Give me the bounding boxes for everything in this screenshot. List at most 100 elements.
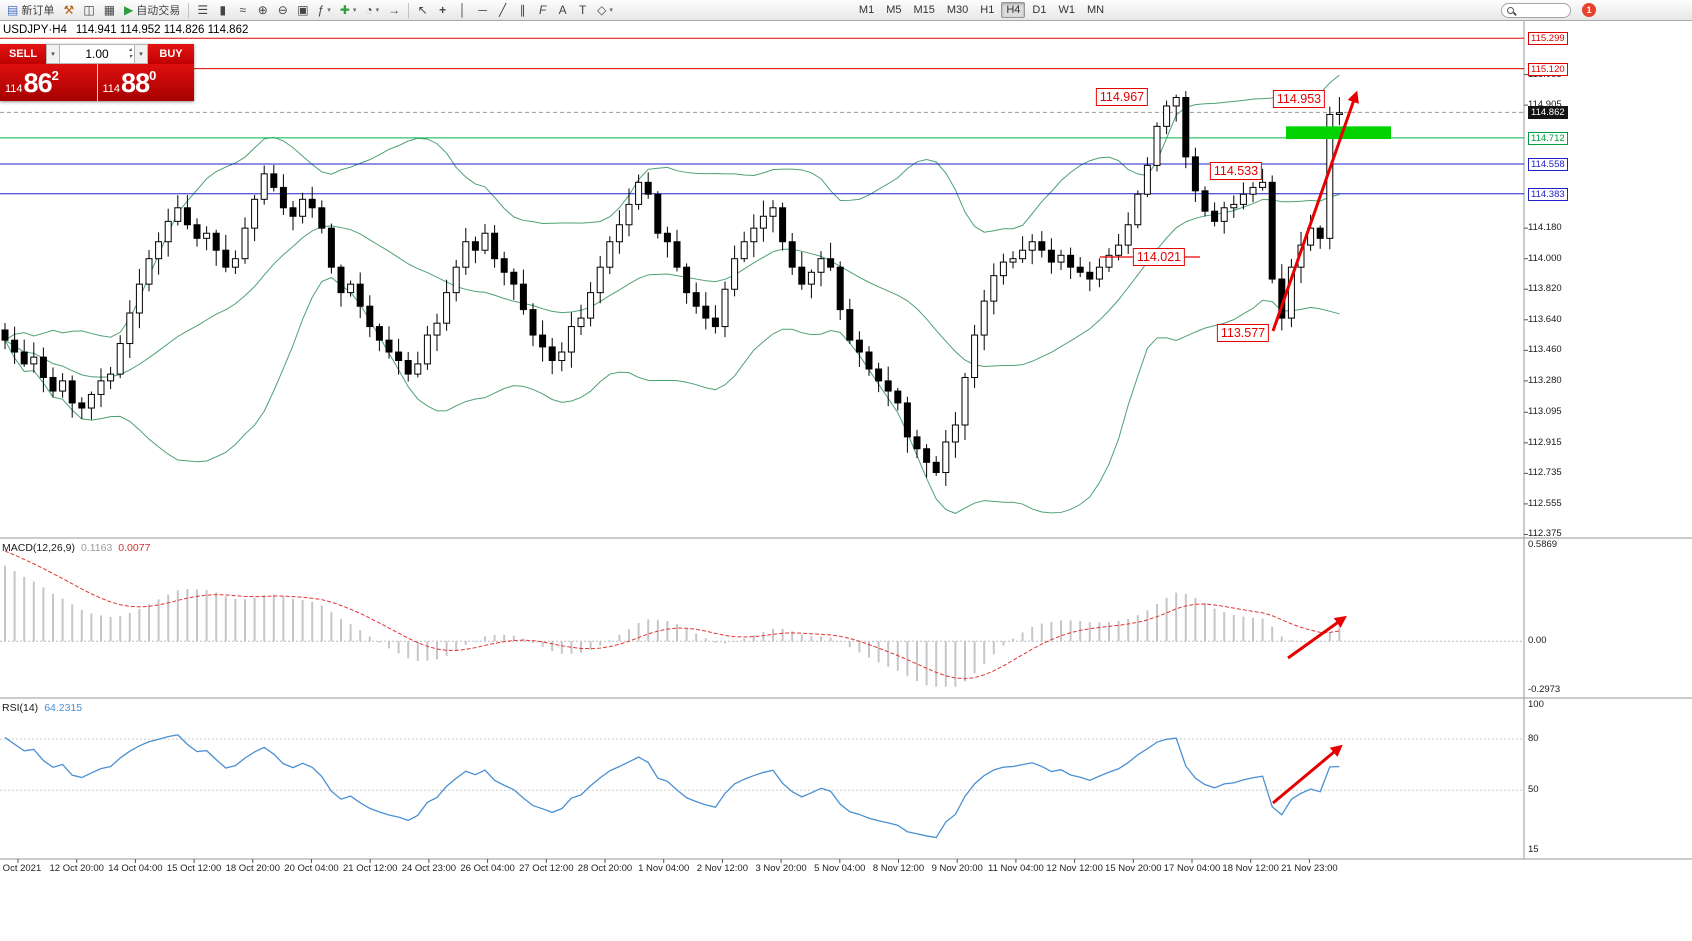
candle [798, 266, 806, 285]
trend-arrow[interactable] [1287, 615, 1347, 660]
timeframe-d1[interactable]: D1 [1032, 4, 1047, 16]
candle [212, 232, 220, 251]
periods-button[interactable]: ◔ ▾ [361, 1, 383, 19]
chart-shift-button[interactable]: → [384, 1, 404, 19]
candle [606, 241, 614, 268]
volume-up-button[interactable]: ▴ [128, 47, 132, 53]
text-label-button[interactable]: T [573, 1, 592, 19]
price-chart-canvas[interactable] [0, 21, 1692, 941]
candle [894, 390, 902, 404]
candle [1038, 241, 1046, 251]
candle [308, 198, 316, 209]
indicators-button[interactable]: ƒ ▾ [314, 1, 335, 19]
candle [1201, 190, 1209, 212]
new-order-icon: ▤ [7, 3, 19, 17]
price-annotation[interactable]: 114.953 [1272, 90, 1326, 108]
volume-down-button[interactable]: ▾ [128, 54, 132, 60]
time-label: 20 Oct 04:00 [284, 863, 339, 874]
auto-trading-label: 自动交易 [136, 5, 181, 17]
horizontal-line-button[interactable]: ─ [473, 1, 492, 19]
candle [865, 351, 873, 370]
price-annotation[interactable]: 113.577 [1216, 324, 1270, 342]
sell-options-dropdown[interactable]: ▾ [46, 44, 60, 64]
line-chart-button[interactable]: ≈ [233, 1, 252, 19]
candle [1191, 156, 1199, 192]
add-indicator-button[interactable]: ✚ ▾ [336, 1, 361, 19]
timeframe-w1[interactable]: W1 [1058, 4, 1075, 16]
candle [39, 356, 47, 378]
candle [375, 326, 383, 341]
sell-price-prefix: 114 [5, 83, 23, 95]
zoom-out-icon: ⊖ [277, 3, 288, 17]
candle [1182, 96, 1190, 158]
candle [145, 258, 153, 285]
vertical-line-button[interactable]: │ [453, 1, 472, 19]
timeframe-m30[interactable]: M30 [946, 4, 969, 16]
trend-arrow[interactable] [1272, 744, 1343, 805]
new-order-button[interactable]: ▤ 新订单 [3, 1, 58, 19]
one-click-trade-panel: SELL ▾ 1.00 ▴ ▾ ▾ BUY 114 86 2 114 88 0 [0, 44, 194, 101]
tools-button[interactable]: ⚒ [59, 1, 78, 19]
candle [1057, 254, 1065, 263]
bar-chart-button[interactable]: ☰ [193, 1, 212, 19]
search-input[interactable] [1501, 2, 1571, 18]
channel-button[interactable]: ∥ [513, 1, 532, 19]
buy-header[interactable]: BUY [148, 44, 194, 64]
time-label: 14 Oct 04:00 [108, 863, 163, 874]
volume-input[interactable]: 1.00 ▴ ▾ [60, 44, 134, 64]
time-label: 18 Nov 12:00 [1222, 863, 1279, 874]
timeframe-m5[interactable]: M5 [886, 4, 902, 16]
trendline-button[interactable]: ╱ [493, 1, 512, 19]
shapes-icon: ◇ [597, 3, 607, 17]
candle [1, 329, 9, 341]
auto-trading-button[interactable]: ▶ 自动交易 [120, 1, 184, 19]
zoom-out-button[interactable]: ⊖ [273, 1, 292, 19]
clock-icon: ◔ [365, 3, 373, 17]
charts-grid-button[interactable]: ▦ [100, 1, 119, 19]
price-scale[interactable]: 115.085114.905114.180114.000113.820113.6… [1524, 0, 1692, 941]
price-scale-tick: 114.905 [1528, 99, 1562, 111]
fibonacci-button[interactable]: F [533, 1, 552, 19]
time-label: 15 Oct 12:00 [166, 863, 222, 874]
notification-badge[interactable]: 1 [1582, 3, 1596, 17]
zoom-in-button[interactable]: ⊕ [253, 1, 272, 19]
text-button[interactable]: A [553, 1, 572, 19]
sell-price-button[interactable]: 114 86 2 [0, 64, 98, 101]
timeframe-m15[interactable]: M15 [913, 4, 935, 16]
cursor-button[interactable]: ↖ [413, 1, 432, 19]
candle [1239, 193, 1247, 205]
shapes-button[interactable]: ◇ ▾ [593, 1, 617, 19]
candle [807, 271, 815, 285]
candle [999, 261, 1007, 277]
timeframe-h4[interactable]: H4 [1001, 2, 1026, 18]
buy-options-dropdown[interactable]: ▾ [134, 44, 148, 64]
candle [750, 227, 758, 243]
line-chart-icon: ≈ [239, 3, 247, 17]
sell-header[interactable]: SELL [0, 44, 46, 64]
crosshair-icon: + [439, 3, 447, 17]
search-icon [1507, 6, 1514, 14]
macd-signal-value: 0.0077 [118, 542, 151, 554]
profiles-button[interactable]: ◫ [79, 1, 98, 19]
candle [587, 292, 595, 319]
candle [951, 424, 959, 443]
highlight-zone-rect[interactable] [1286, 126, 1391, 140]
timeframe-m1[interactable]: M1 [858, 4, 875, 16]
candle [1230, 203, 1238, 209]
candle [423, 334, 431, 365]
tile-windows-button[interactable]: ▣ [293, 1, 312, 19]
price-line-label: 115.299 [1528, 32, 1568, 46]
trend-arrow[interactable] [1271, 90, 1359, 332]
candle [279, 186, 287, 209]
buy-price-button[interactable]: 114 88 0 [97, 64, 194, 101]
candle [913, 436, 921, 450]
timeframe-mn[interactable]: MN [1086, 4, 1105, 16]
candle [174, 207, 182, 222]
price-annotation[interactable]: 114.021 [1132, 248, 1186, 266]
price-annotation[interactable]: 114.967 [1095, 88, 1149, 106]
timeframe-h1[interactable]: H1 [980, 4, 995, 16]
candlestick-button[interactable]: ▮ [213, 1, 232, 19]
crosshair-button[interactable]: + [433, 1, 452, 19]
price-annotation[interactable]: 114.533 [1209, 162, 1263, 180]
